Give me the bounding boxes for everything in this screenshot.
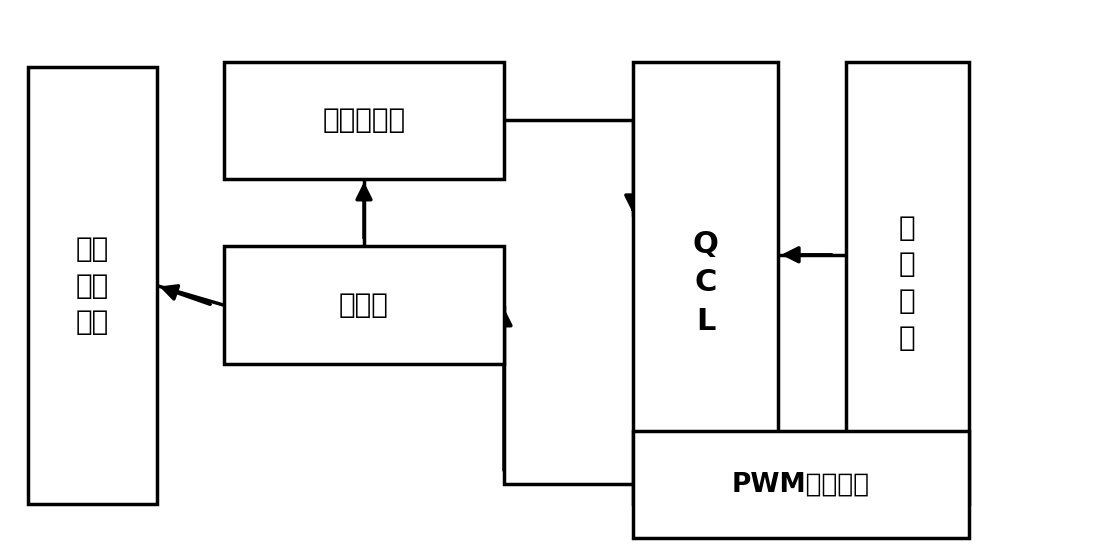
- Bar: [633, 431, 969, 538]
- Bar: [846, 62, 969, 504]
- Text: 可调稳压源: 可调稳压源: [323, 106, 405, 134]
- Text: Q
C
L: Q C L: [692, 230, 719, 335]
- Text: 温度
控制
模块: 温度 控制 模块: [76, 235, 109, 337]
- Text: 单片机: 单片机: [339, 291, 389, 319]
- Bar: [224, 246, 504, 364]
- Bar: [633, 62, 778, 504]
- Text: 负
载
保
护: 负 载 保 护: [899, 213, 915, 352]
- Text: PWM控制模块: PWM控制模块: [731, 472, 870, 497]
- Bar: [224, 62, 504, 179]
- Bar: [28, 67, 157, 504]
